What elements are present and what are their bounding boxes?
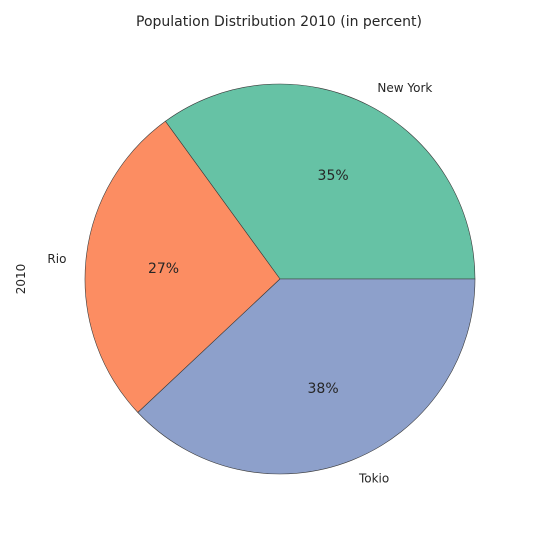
slice-percent-tokio: 38% [308, 381, 339, 397]
slice-percent-new-york: 35% [318, 168, 349, 184]
y-axis-label: 2010 [14, 264, 28, 295]
slice-percent-rio: 27% [148, 261, 179, 277]
pie-slices [84, 83, 476, 475]
pie-slice-new-york [164, 83, 476, 280]
slice-label-tokio: Tokio [358, 471, 389, 485]
slice-label-new-york: New York [377, 81, 432, 95]
pie-labels: New York 35% Rio 27% Tokio 38% [47, 81, 432, 486]
chart-title: Population Distribution 2010 (in percent… [136, 14, 422, 30]
pie-slice-rio [84, 120, 281, 413]
pie-slice-tokio [137, 278, 476, 475]
slice-label-rio: Rio [47, 252, 66, 266]
